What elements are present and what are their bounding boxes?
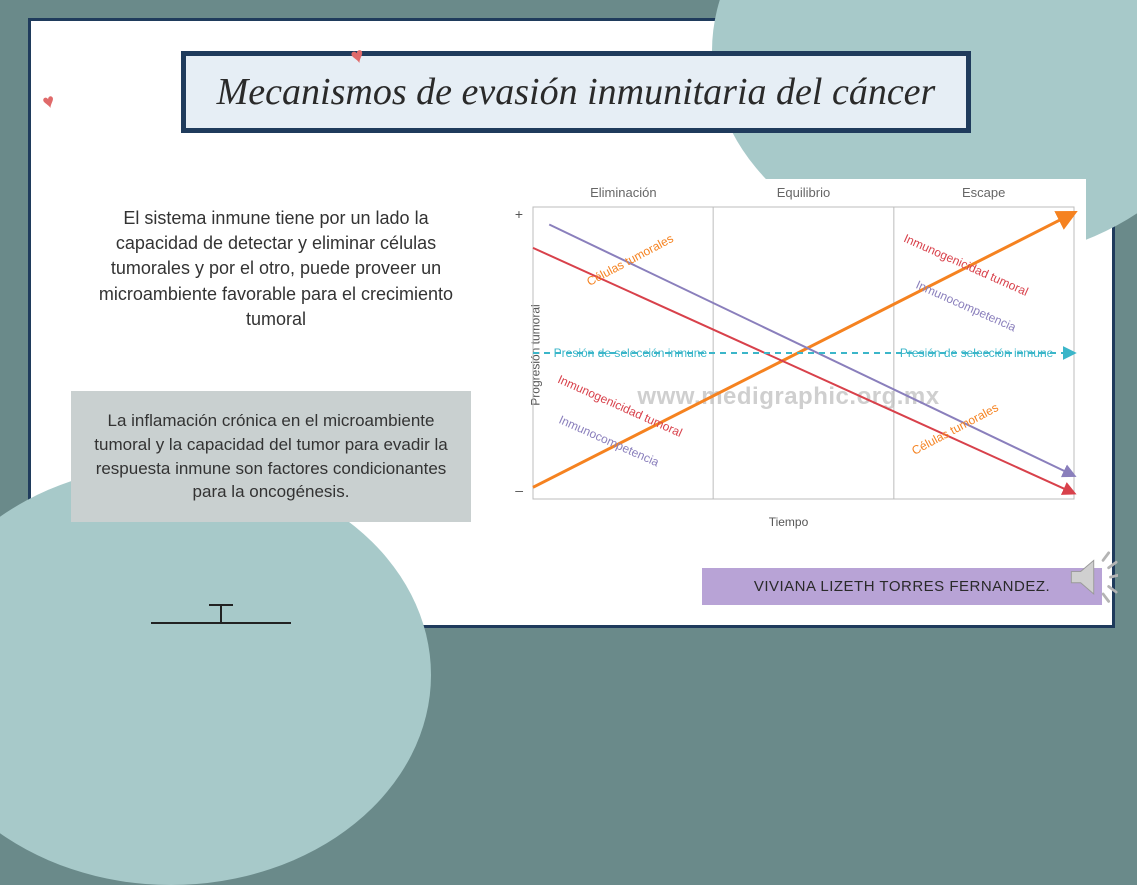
heart-icon: ♥ xyxy=(40,90,57,115)
paragraph-1: El sistema inmune tiene por un lado la c… xyxy=(86,206,466,332)
svg-text:+: + xyxy=(515,206,523,222)
chart-panel: Progresión tumoral Tiempo www.medigraphi… xyxy=(491,179,1086,531)
paragraph-2-box: La inflamación crónica en el microambien… xyxy=(71,391,471,522)
paragraph-2-text: La inflamación crónica en el microambien… xyxy=(94,411,447,501)
phase-label: Equilibrio xyxy=(754,185,854,200)
slide-frame: ♥ ♥ Mecanismos de evasión inmunitaria de… xyxy=(28,18,1115,628)
svg-text:–: – xyxy=(515,482,523,498)
phase-label: Escape xyxy=(934,185,1034,200)
decorative-line-icon xyxy=(151,603,291,627)
phase-label: Eliminación xyxy=(573,185,673,200)
speaker-icon[interactable] xyxy=(1062,551,1118,607)
author-bar: VIVIANA LIZETH TORRES FERNANDEZ. xyxy=(702,568,1102,605)
series-label: Presión de selección inmune xyxy=(554,346,707,360)
author-name: VIVIANA LIZETH TORRES FERNANDEZ. xyxy=(754,578,1050,595)
series-label: Presión de selección inmune xyxy=(900,346,1053,360)
slide-title: Mecanismos de evasión inmunitaria del cá… xyxy=(181,51,971,133)
slide-content: ♥ ♥ Mecanismos de evasión inmunitaria de… xyxy=(31,21,1112,625)
